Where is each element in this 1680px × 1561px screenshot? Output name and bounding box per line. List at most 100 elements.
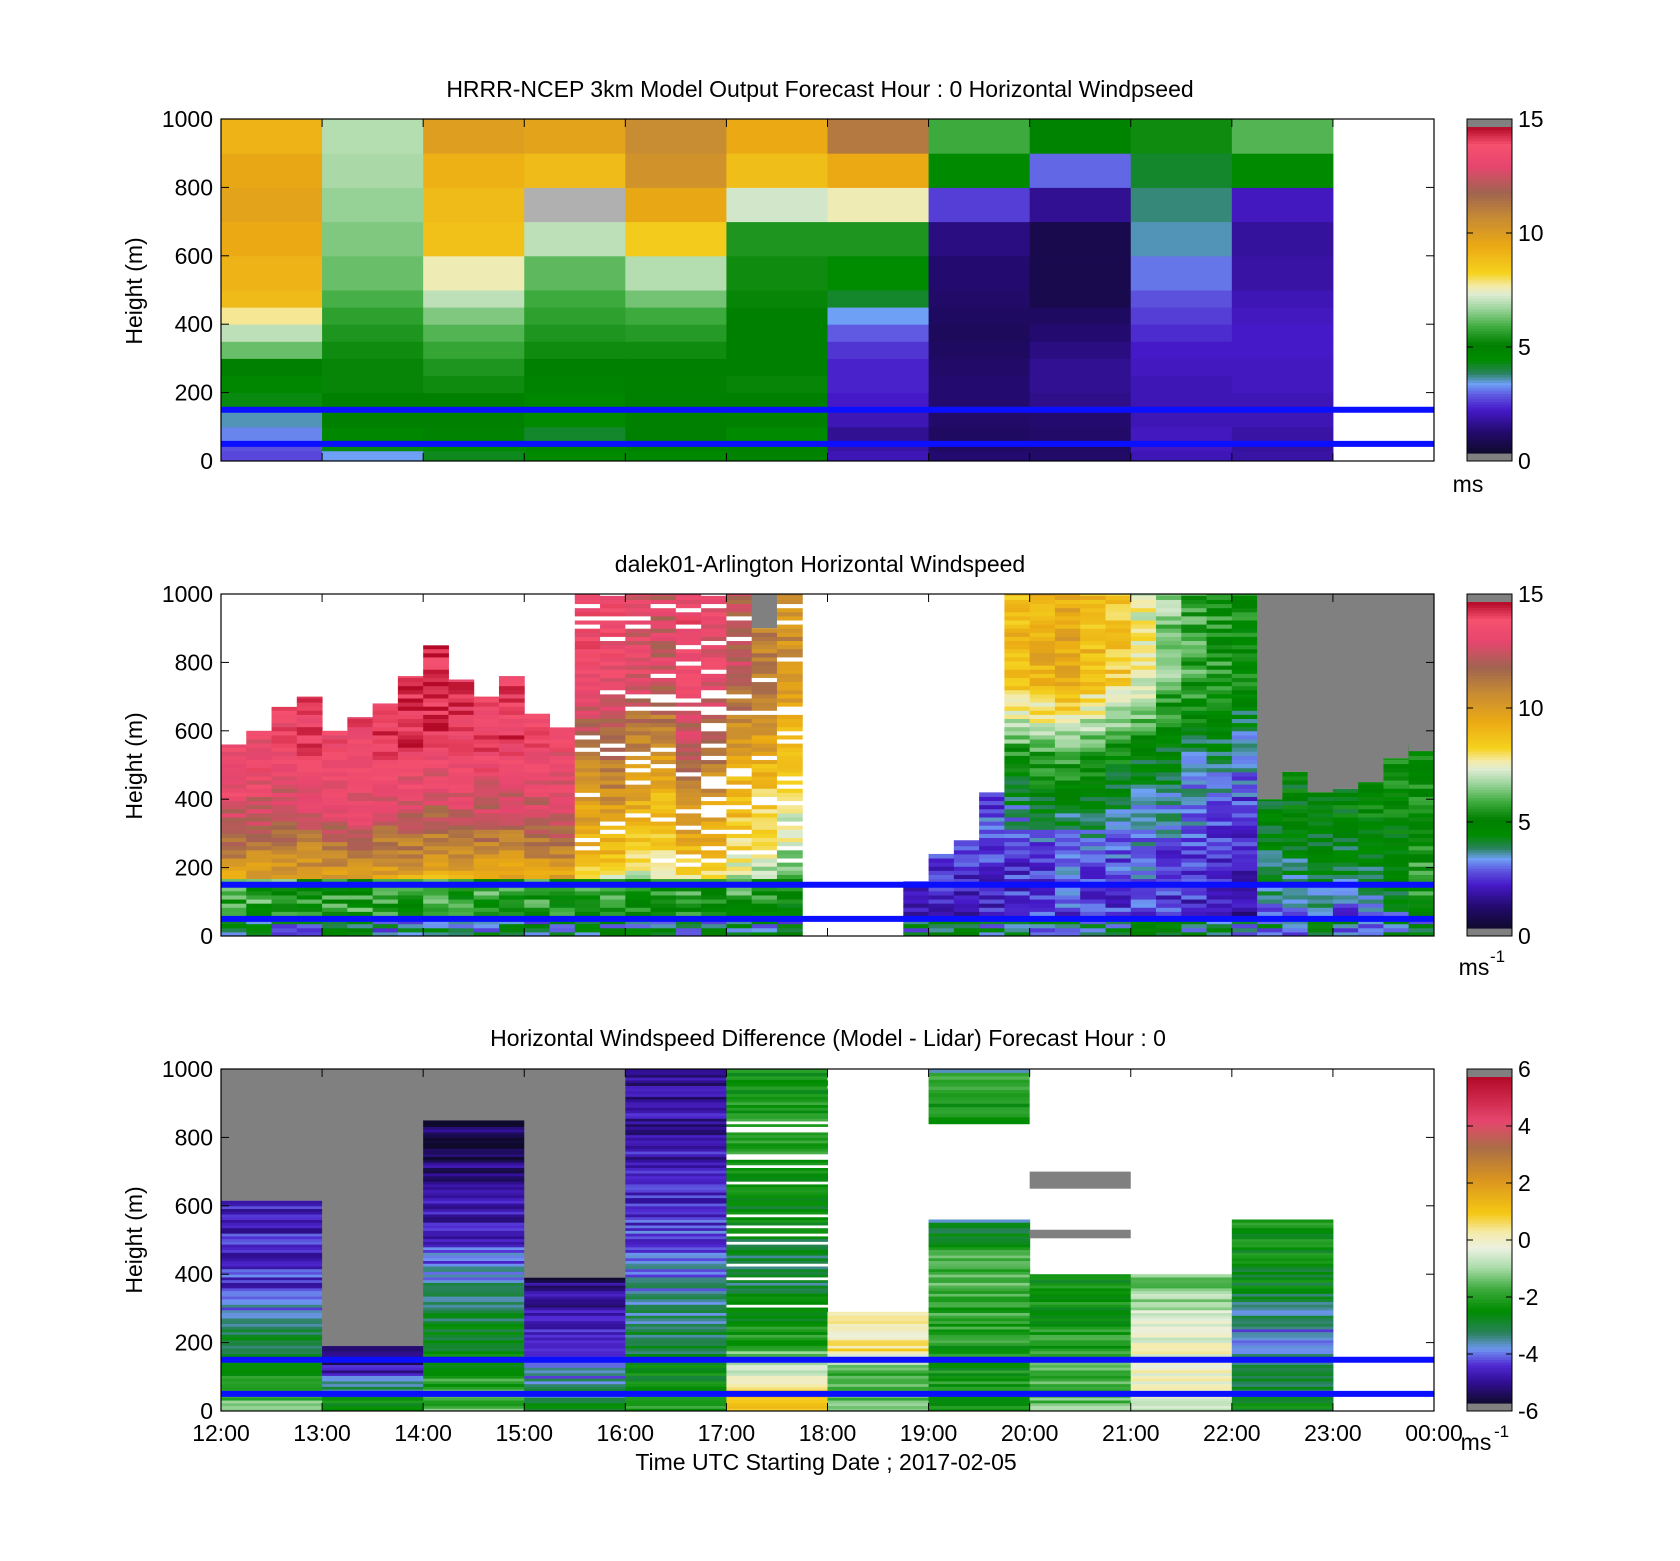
heatmap-cell [1130,763,1157,769]
heatmap-cell [1130,636,1157,642]
heatmap-cell [423,808,449,814]
colorbar-segment [1467,132,1512,136]
heatmap-cell [221,1307,323,1311]
heatmap-cell [1004,677,1031,683]
heatmap-cell [650,759,677,765]
heatmap-cell [1408,845,1435,851]
heatmap-cell [1156,866,1182,871]
heatmap-cell [473,775,500,781]
heatmap-cell [726,923,753,929]
heatmap-cell [448,710,475,715]
heatmap-cell [726,632,753,637]
heatmap-cell [701,858,727,863]
heatmap-cell [726,661,753,666]
heatmap-cell [751,800,778,806]
heatmap-cell [397,755,424,761]
heatmap-cell [751,845,778,851]
heatmap-cell [397,714,424,719]
difference-x-axis-label: Time UTC Starting Date ; 2017-02-05 [635,1449,1016,1475]
heatmap-cell [498,722,525,728]
heatmap-cell [574,665,601,670]
heatmap-cell [347,717,374,719]
heatmap-cell [1130,1397,1233,1401]
heatmap-cell [751,767,778,773]
heatmap-cell [423,1235,525,1240]
heatmap-cell [928,1116,1030,1121]
heatmap-cell [1257,800,1283,806]
heatmap-cell [423,894,449,900]
heatmap-cell [1358,874,1384,880]
heatmap-cell [726,1170,828,1174]
heatmap-cell [221,878,247,884]
heatmap-cell [1257,812,1283,818]
heatmap-cell [347,894,374,900]
heatmap-cell [574,656,601,662]
heatmap-cell [473,829,500,834]
heatmap-cell [1231,595,1258,600]
heatmap-cell [1029,358,1132,376]
heatmap-cell [726,619,753,625]
heatmap-cell [271,890,298,896]
heatmap-cell [625,1369,727,1374]
heatmap-cell [979,862,1005,867]
heatmap-cell [524,392,626,411]
heatmap-cell [675,821,702,826]
heatmap-cell [928,1246,1031,1251]
heatmap-cell [1130,669,1157,674]
colorbar-segment [1467,151,1512,155]
heatmap-cell [549,767,576,773]
heatmap-cell [979,837,1005,843]
colorbar-segment [1467,1131,1512,1135]
heatmap-cell [751,886,778,892]
heatmap-cell [675,755,702,761]
heatmap-cell [574,673,601,678]
difference-colorbar-unit-sup: -1 [1494,1422,1509,1441]
heatmap-cell [625,1099,727,1103]
heatmap-cell [625,1342,727,1346]
heatmap-cell [1029,673,1056,678]
colorbar-segment [1467,775,1512,780]
heatmap-cell [1130,603,1157,609]
heatmap-cell [726,1328,828,1333]
heatmap-cell [1206,706,1233,711]
heatmap-cell [928,1260,1031,1264]
heatmap-cell [574,808,601,814]
heatmap-cell [827,1353,930,1357]
heatmap-cell [675,722,702,728]
heatmap-cell [776,644,803,650]
heatmap-cell [1054,747,1081,752]
heatmap-cell [221,1265,323,1270]
heatmap-cell [574,862,601,867]
heatmap-cell [1358,630,1384,636]
heatmap-cell [625,595,652,600]
heatmap-cell [347,722,374,728]
heatmap-cell [1206,767,1233,773]
heatmap-cell [625,722,652,728]
colorbar-segment [1467,1345,1512,1350]
heatmap-cell [1156,923,1182,929]
heatmap-cell [1231,751,1258,756]
heatmap-cell [423,1170,525,1174]
heatmap-cell [1383,767,1410,773]
heatmap-cell [1029,1353,1132,1357]
heatmap-cell [423,685,449,691]
heatmap-cell [1383,825,1410,830]
heatmap-cell [221,858,247,863]
heatmap-cell [726,903,753,908]
heatmap-cell [524,767,551,773]
heatmap-cell [1231,894,1258,900]
heatmap-cell [1054,755,1081,761]
heatmap-cell [296,812,323,818]
heatmap-cell [1029,706,1056,711]
heatmap-cell [1029,450,1132,462]
heatmap-cell [1029,718,1056,724]
heatmap-cell [1029,221,1132,257]
colorbar-segment [1467,1261,1512,1266]
heatmap-cell [473,849,500,855]
heatmap-cell [246,734,273,740]
heatmap-cell [726,1337,828,1341]
heatmap-cell [726,710,753,715]
heatmap-cell [1029,615,1056,621]
heatmap-cell [448,812,475,818]
heatmap-cell [246,866,273,871]
